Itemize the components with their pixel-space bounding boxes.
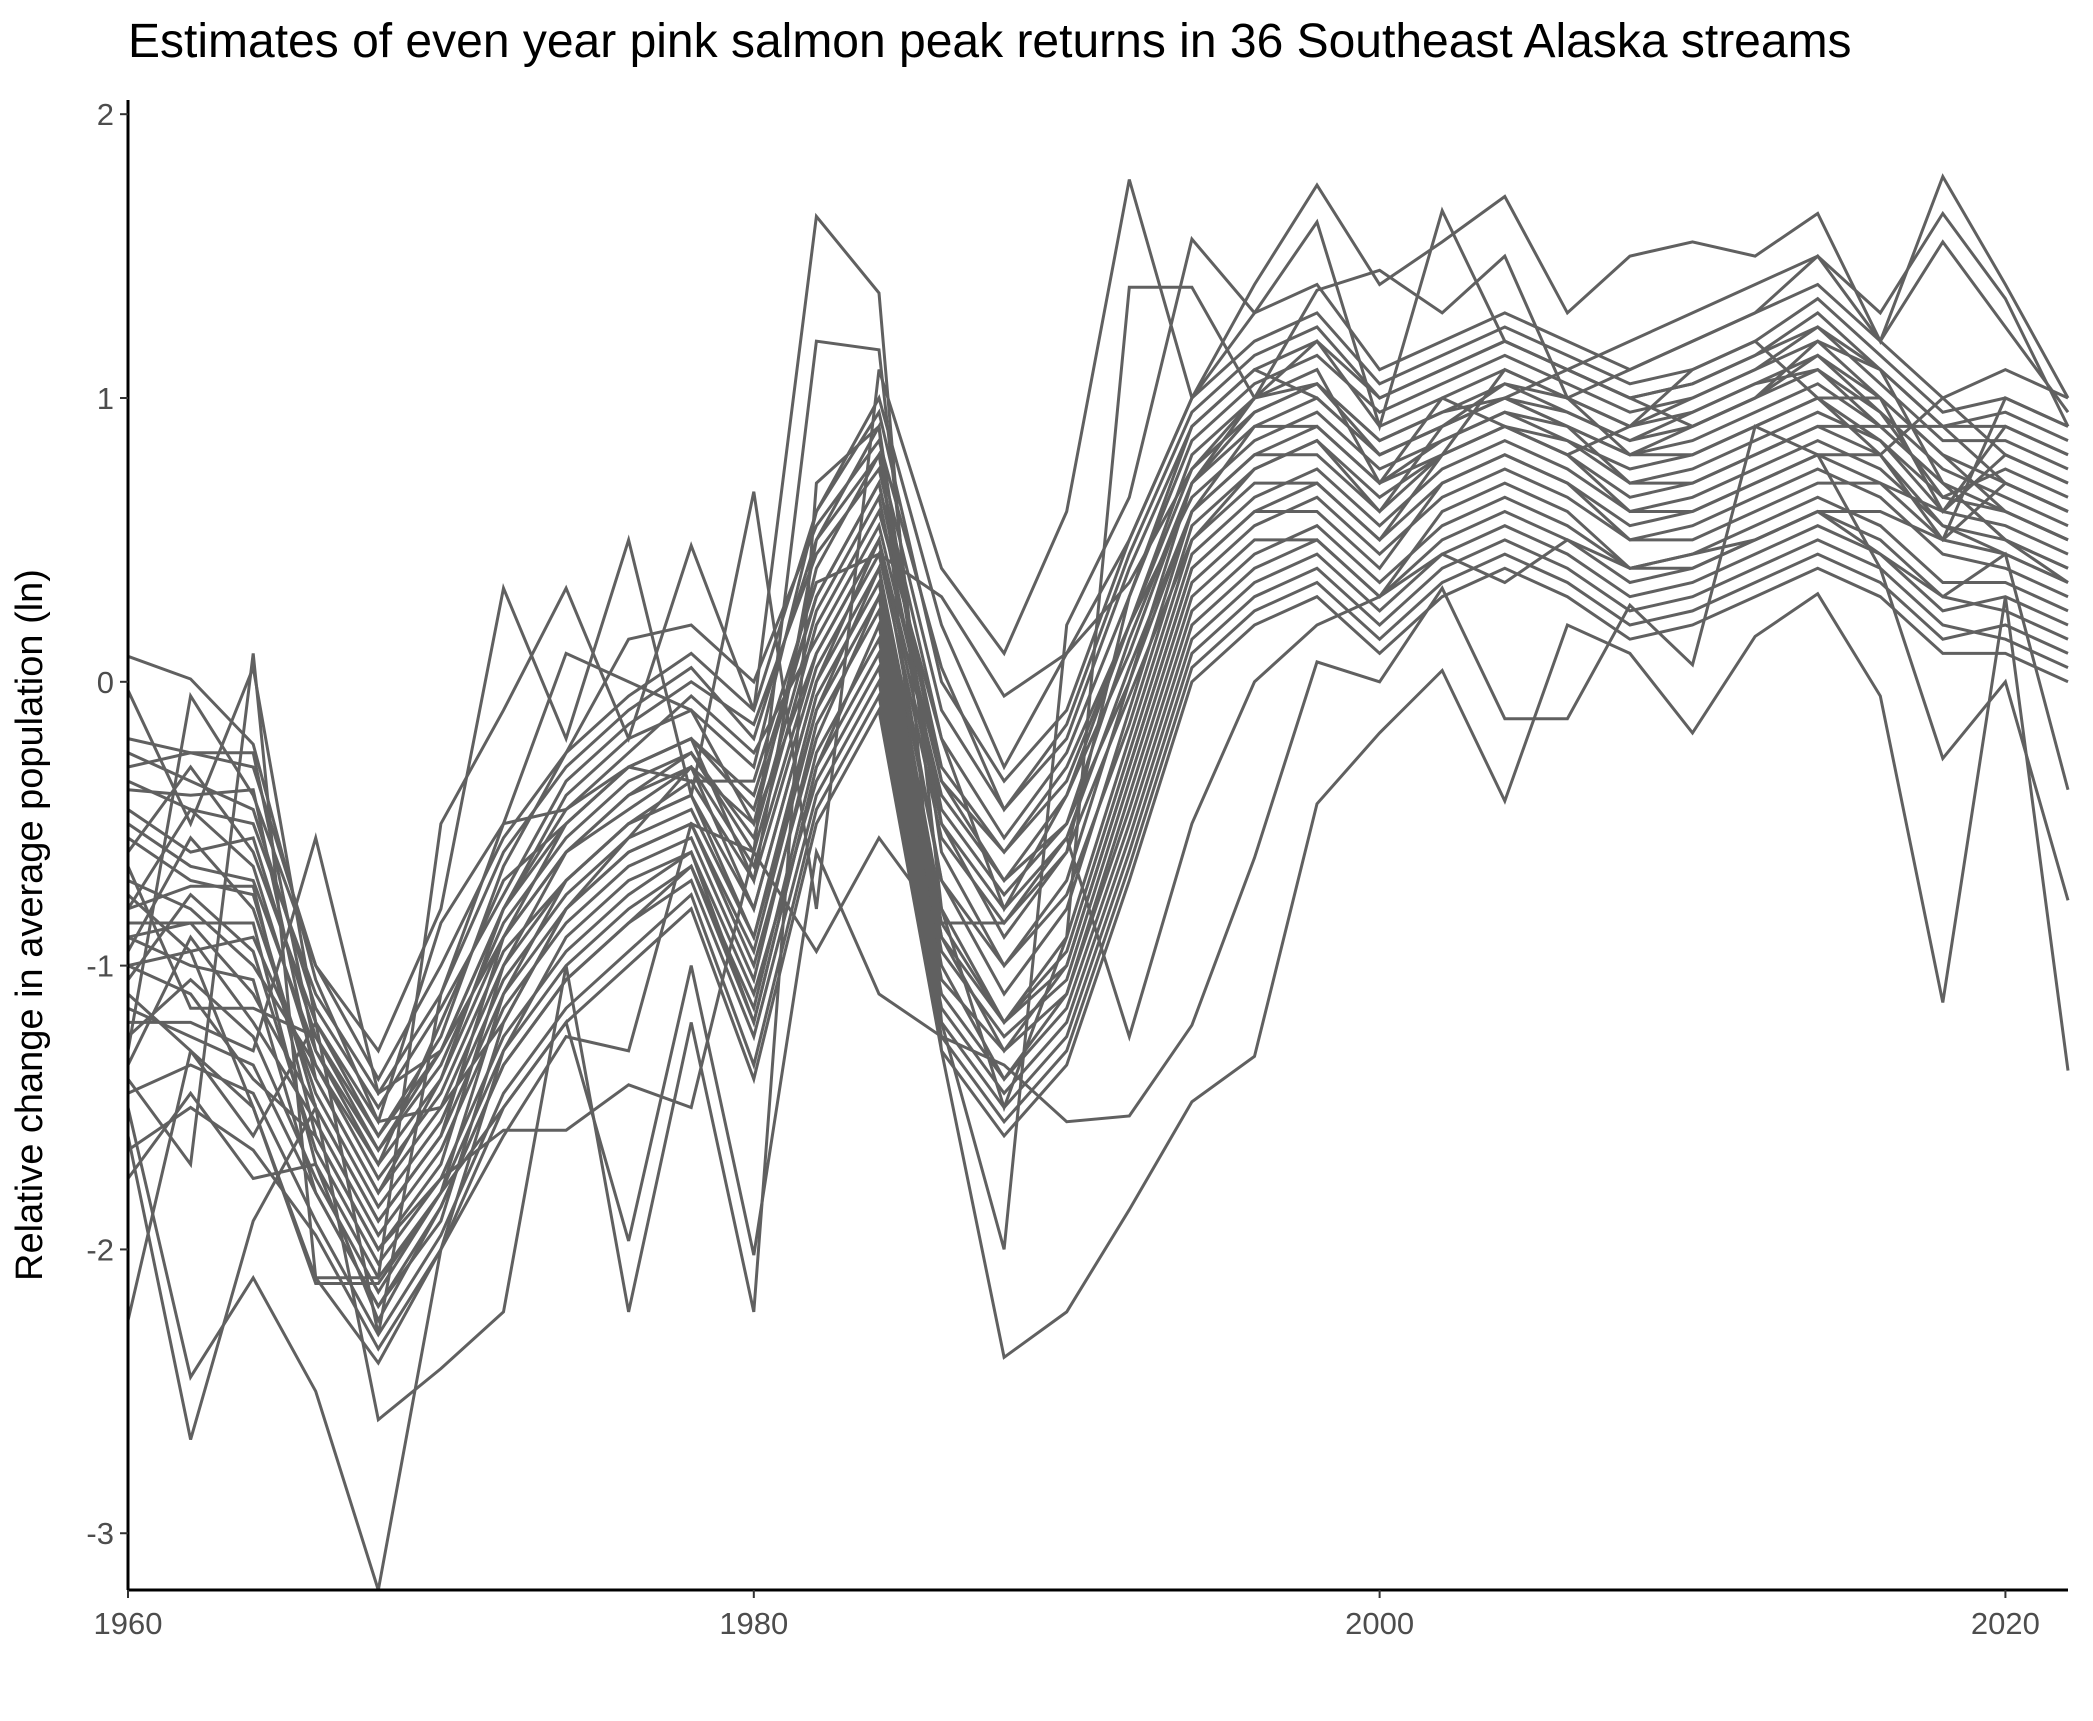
series-line-27 [127,552,2069,1338]
series-line-20 [126,438,2069,1210]
y-tick-label: 1 [97,381,114,416]
y-tick-label: 0 [97,665,114,700]
series-line-31 [127,453,2069,1224]
series-line-26 [126,524,2069,1267]
series-line-22 [126,467,2069,1238]
axes: 2 1 0 -1 -2 -3 1960 1980 2000 2020 [86,97,2068,1641]
series-line-35 [127,566,2069,1352]
series-line-1 [127,367,2069,1124]
series-line-33 [127,538,2069,1310]
series-line-17 [126,367,2069,1126]
y-tick-label: -1 [86,949,114,984]
series-line-32 [127,325,2069,1097]
y-tick-label: -2 [86,1232,114,1267]
series-line-34 [126,424,2069,1196]
y-tick-label: -3 [86,1516,114,1551]
series-lines [126,173,2070,1591]
x-tick-label: 1980 [719,1606,788,1641]
chart-title: Estimates of even year pink salmon peak … [128,15,1852,68]
series-line-36 [127,296,2069,1083]
x-tick-label: 2000 [1345,1606,1414,1641]
series-line-18 [127,410,2069,1182]
series-line-11 [126,173,2070,1054]
series-line-24 [127,325,2069,1111]
series-line-12 [126,206,2070,1280]
y-tick-label: 2 [97,97,114,132]
series-line-14 [126,423,2070,1441]
series-line-30 [127,353,2069,1153]
series-line-29 [126,509,2069,1295]
series-line-15 [126,424,2070,1321]
series-line-28 [126,396,2069,1167]
x-tick-label: 1960 [94,1606,163,1641]
series-line-13 [126,239,2070,1591]
x-tick-label: 2020 [1971,1606,2040,1641]
y-axis-title: Relative change in average population (l… [9,569,51,1281]
series-line-21 [127,353,2069,1153]
